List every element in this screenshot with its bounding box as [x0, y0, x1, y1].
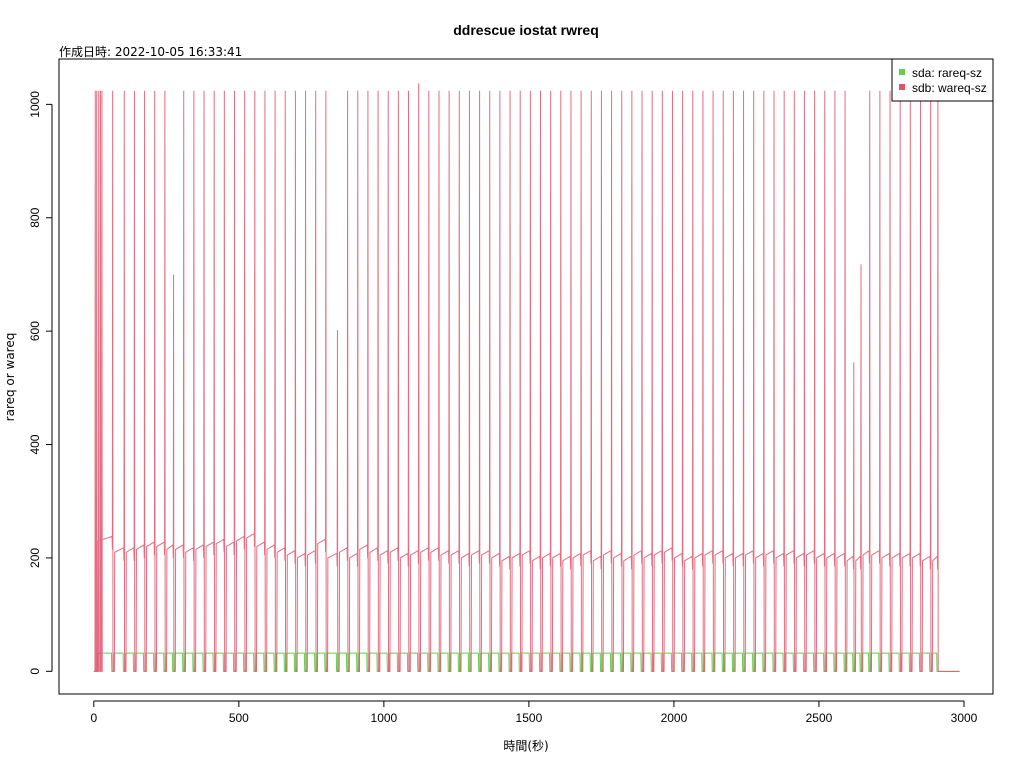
legend-swatch-sdb: [899, 84, 905, 90]
x-tick-label: 1000: [371, 711, 398, 725]
chart-subtitle: 作成日時: 2022-10-05 16:33:41: [59, 45, 242, 59]
x-tick-label: 2500: [806, 711, 833, 725]
y-axis: 0 200 400 600 800 1000: [28, 91, 53, 675]
series-sda-line: [93, 652, 960, 672]
x-tick-label: 500: [229, 711, 249, 725]
y-tick-label: 0: [28, 668, 42, 675]
y-tick-label: 400: [28, 434, 42, 454]
x-tick-label: 0: [90, 711, 97, 725]
legend-label-sdb: sdb: wareq-sz: [912, 81, 987, 95]
series-layer: [93, 83, 960, 672]
x-tick-label: 2000: [661, 711, 688, 725]
x-tick-label: 3000: [951, 711, 978, 725]
x-axis-label: 時間(秒): [503, 739, 548, 753]
y-tick-label: 1000: [28, 91, 42, 118]
chart-title: ddrescue iostat rwreq: [453, 22, 599, 38]
y-tick-label: 600: [28, 321, 42, 341]
legend-label-sda: sda: rareq-sz: [912, 66, 982, 80]
x-axis: 0 500 1000 1500 2000 2500 3000: [90, 700, 978, 725]
legend: sda: rareq-sz sdb: wareq-sz: [891, 58, 994, 102]
legend-swatch-sda: [899, 69, 905, 75]
y-tick-label: 200: [28, 548, 42, 568]
y-tick-label: 800: [28, 207, 42, 227]
legend-box: [891, 58, 994, 102]
x-tick-label: 1500: [516, 711, 543, 725]
y-axis-label: rareq or wareq: [3, 333, 17, 422]
series-sdb-line: [93, 83, 960, 672]
plot-area-frame: [58, 58, 994, 695]
